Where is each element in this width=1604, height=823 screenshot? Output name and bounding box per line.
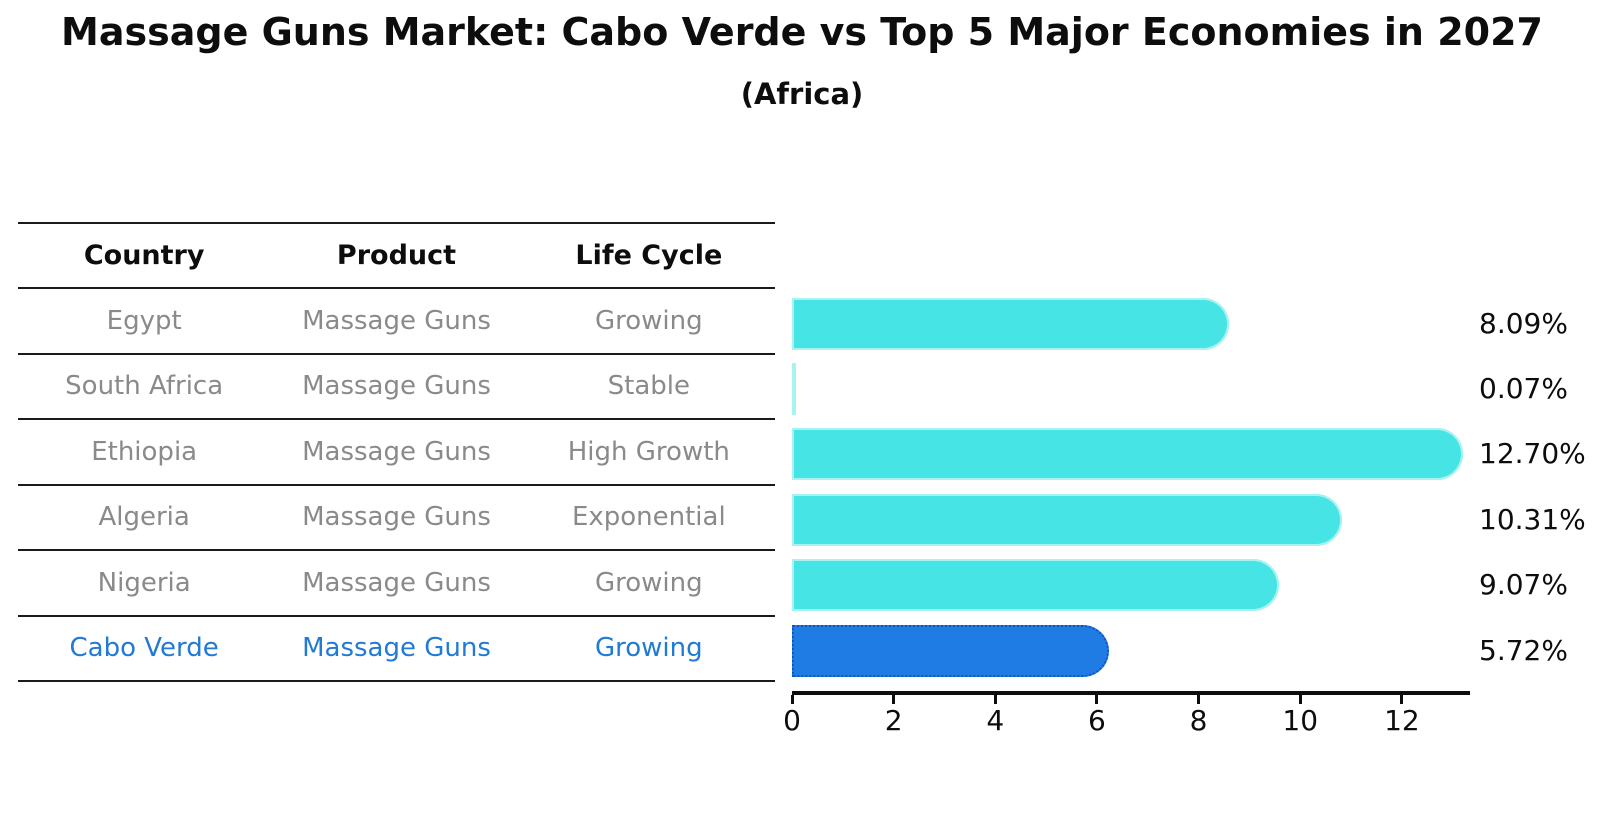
x-axis-tick-mark — [892, 695, 896, 704]
bar — [792, 297, 1230, 350]
figure-subtitle: (Africa) — [740, 77, 864, 111]
life-cycle-cell: Stable — [607, 371, 690, 402]
x-axis-tick-label: 2 — [884, 704, 903, 737]
product-header: Product — [336, 240, 457, 271]
country-cell: Nigeria — [97, 567, 191, 598]
bar-value-label: 9.07% — [1479, 568, 1568, 602]
x-axis-tick-mark — [1298, 695, 1302, 704]
x-axis-tick-mark — [790, 695, 794, 704]
x-axis-tick-mark — [1197, 695, 1201, 704]
product-cell: Massage Guns — [302, 633, 491, 664]
country-header: Country — [83, 240, 205, 271]
product-cell: Massage Guns — [302, 371, 491, 402]
product-cell: Massage Guns — [302, 305, 491, 336]
bar-value-label: 10.31% — [1479, 502, 1586, 536]
x-axis-tick-label: 12 — [1384, 704, 1420, 737]
country-cell: Cabo Verde — [69, 633, 219, 664]
table-row: Cabo Verde Massage Guns Growing — [18, 617, 775, 682]
x-axis-tick-label: 6 — [1088, 704, 1106, 737]
bar-value-label: 5.72% — [1479, 633, 1568, 667]
life-cycle-header: Life Cycle — [575, 240, 723, 271]
bar-value-label: 12.70% — [1479, 437, 1586, 471]
x-axis-tick: 0 — [762, 695, 822, 737]
x-axis-tick-label: 4 — [986, 704, 1005, 737]
life-cycle-cell: Growing — [594, 633, 703, 664]
bar — [792, 559, 1279, 612]
life-cycle-cell: Growing — [594, 305, 703, 336]
table-row: Egypt Massage Guns Growing — [18, 289, 775, 355]
bar — [792, 493, 1342, 546]
bar — [792, 362, 796, 415]
country-cell: South Africa — [65, 371, 224, 402]
x-axis-tick-label: 0 — [783, 704, 801, 737]
x-axis-tick: 6 — [1067, 695, 1127, 737]
bar — [792, 428, 1464, 481]
x-axis-tick: 4 — [965, 695, 1025, 737]
bar-value-label: 8.09% — [1479, 306, 1568, 340]
x-axis-tick: 2 — [864, 695, 924, 737]
x-axis-tick: 10 — [1270, 695, 1330, 737]
figure-title: Massage Guns Market: Cabo Verde vs Top 5… — [61, 10, 1543, 54]
product-cell: Massage Guns — [302, 502, 491, 533]
x-axis-line — [792, 691, 1470, 695]
country-cell: Algeria — [98, 502, 190, 533]
table-row: South Africa Massage Guns Stable — [18, 355, 775, 420]
x-axis-tick-label: 8 — [1189, 704, 1208, 737]
x-axis-tick: 12 — [1372, 695, 1432, 737]
x-axis-tick-mark — [993, 695, 997, 704]
country-cell: Egypt — [106, 305, 182, 336]
product-cell: Massage Guns — [302, 567, 491, 598]
country-cell: Ethiopia — [91, 436, 198, 467]
x-axis-tick-mark — [1400, 695, 1404, 704]
x-axis-tick: 8 — [1169, 695, 1229, 737]
x-axis-tick-label: 10 — [1282, 704, 1319, 737]
x-axis-tick-mark — [1095, 695, 1099, 704]
bar-value-label: 0.07% — [1479, 371, 1568, 405]
life-cycle-cell: High Growth — [567, 436, 730, 467]
table-row: Algeria Massage Guns Exponential — [18, 486, 775, 551]
table-header-row: Country Product Life Cycle — [18, 222, 775, 289]
market-table: Country Product Life Cycle Egypt Massage… — [18, 222, 775, 682]
table-row: Nigeria Massage Guns Growing — [18, 551, 775, 617]
table-row: Ethiopia Massage Guns High Growth — [18, 420, 775, 486]
product-cell: Massage Guns — [302, 436, 491, 467]
life-cycle-cell: Growing — [594, 567, 703, 598]
bar — [792, 624, 1109, 677]
life-cycle-cell: Exponential — [571, 502, 726, 533]
